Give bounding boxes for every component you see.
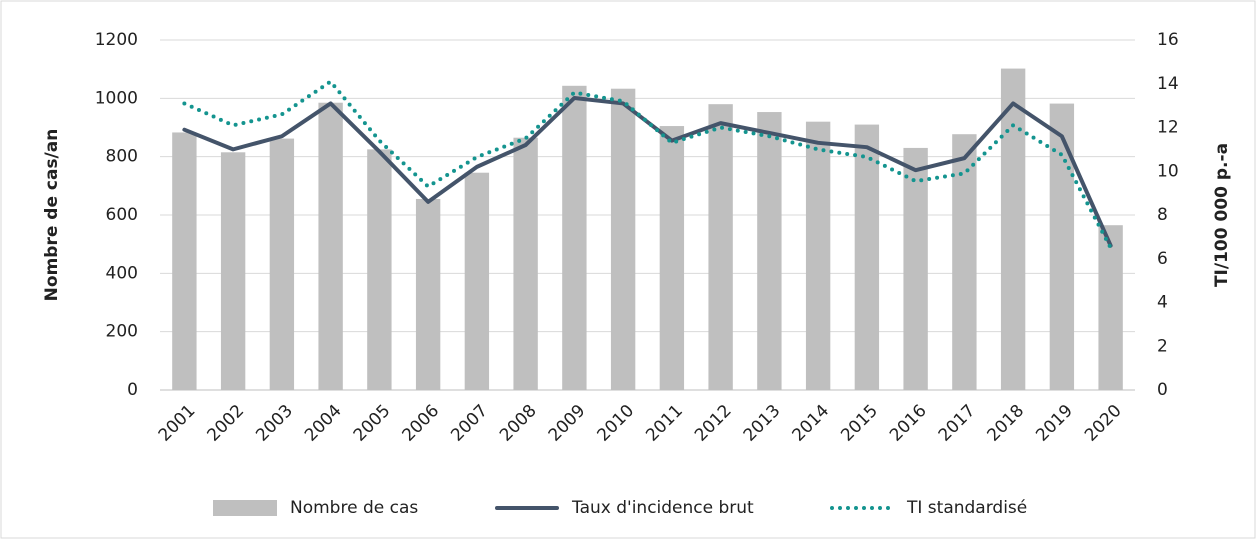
legend-label: TI standardisé — [906, 498, 1027, 518]
bar — [1098, 225, 1123, 390]
bar — [708, 104, 733, 391]
y2-tick-label: 0 — [1157, 380, 1168, 400]
bar — [903, 147, 928, 390]
bar — [367, 149, 392, 390]
bar — [172, 132, 197, 391]
y-tick-label: 0 — [127, 380, 138, 400]
legend-swatch — [213, 500, 277, 516]
y2-tick-label: 4 — [1157, 293, 1168, 313]
y-axis-title: Nombre de cas/an — [42, 129, 62, 302]
bar — [610, 88, 636, 390]
y2-tick-label: 12 — [1157, 118, 1179, 138]
y-tick-label: 1000 — [95, 88, 138, 108]
y-tick-label: 600 — [106, 205, 138, 225]
y-tick-label: 1200 — [95, 30, 138, 50]
bar — [562, 85, 587, 391]
legend-label: Taux d'incidence brut — [571, 498, 754, 518]
line — [182, 95, 1113, 248]
y-tick-label: 800 — [106, 147, 138, 167]
bar — [952, 134, 977, 390]
bar — [805, 121, 831, 391]
y2-tick-label: 16 — [1157, 30, 1179, 50]
line — [182, 79, 1113, 250]
y-tick-label: 400 — [106, 263, 138, 283]
bar — [269, 138, 295, 390]
bar — [415, 198, 441, 390]
bar — [1049, 103, 1075, 390]
bar — [464, 172, 490, 390]
y2-tick-label: 14 — [1157, 74, 1179, 94]
y2-tick-label: 2 — [1157, 336, 1168, 356]
y2-tick-label: 10 — [1157, 161, 1179, 181]
bar — [659, 126, 685, 391]
y2-tick-label: 6 — [1157, 249, 1168, 269]
legend-label: Nombre de cas — [290, 498, 418, 518]
y2-tick-label: 8 — [1157, 205, 1168, 225]
y-tick-label: 200 — [106, 322, 138, 342]
bar — [757, 112, 782, 391]
bar — [220, 152, 246, 390]
bar — [854, 124, 880, 390]
y2-axis-title: TI/100 000 p.-a — [1212, 143, 1232, 287]
bar — [318, 102, 343, 390]
bar — [513, 137, 538, 390]
bar — [1000, 68, 1026, 390]
